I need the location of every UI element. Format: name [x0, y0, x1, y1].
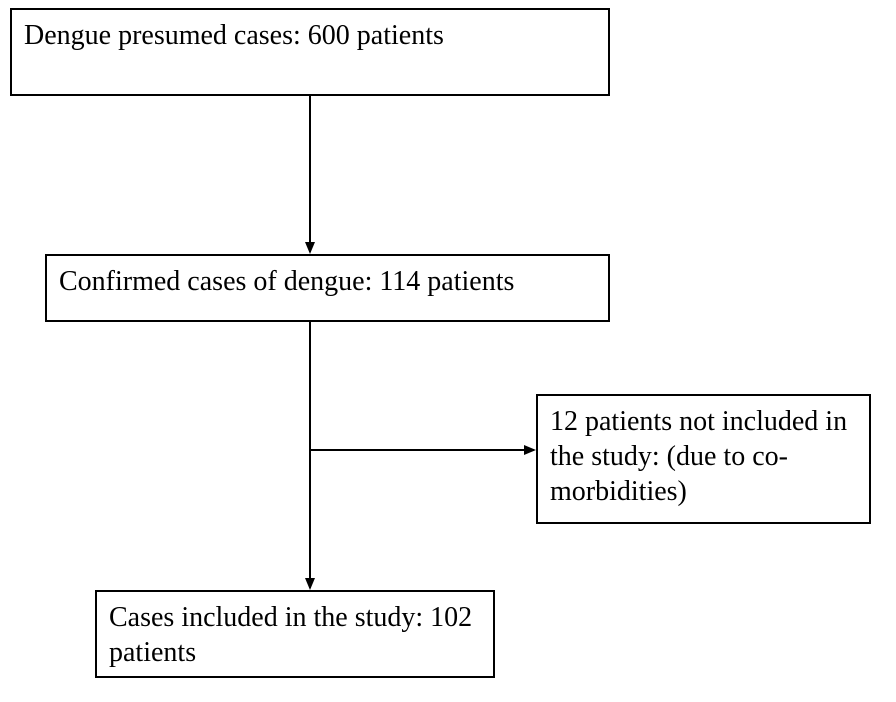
node-confirmed: Confirmed cases of dengue: 114 patients	[45, 254, 610, 322]
node-presumed: Dengue presumed cases: 600 patients	[10, 8, 610, 96]
node-excluded: 12 patients not included in the study: (…	[536, 394, 871, 524]
flowchart-canvas: Dengue presumed cases: 600 patients Conf…	[0, 0, 896, 702]
node-included: Cases included in the study: 102 patient…	[95, 590, 495, 678]
